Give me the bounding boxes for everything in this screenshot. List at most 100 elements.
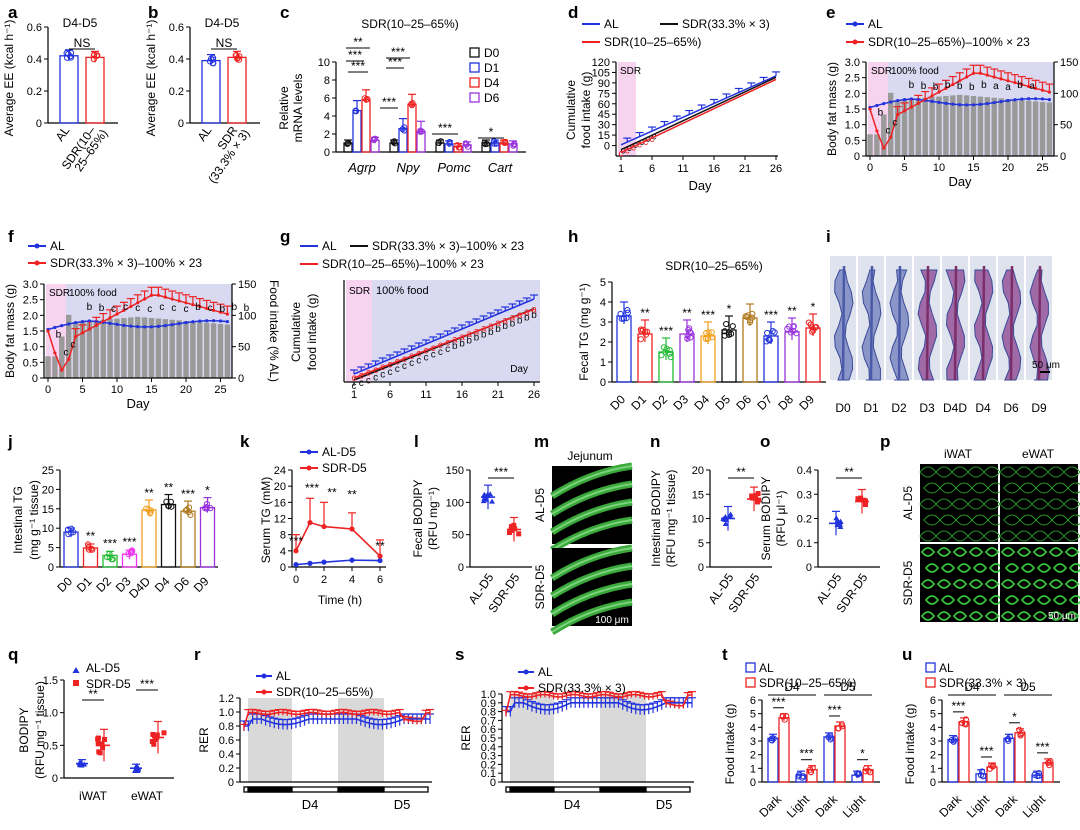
panel-l-dot bbox=[481, 495, 488, 501]
panel-l-ylabel: (RFU mg⁻¹) bbox=[426, 487, 440, 550]
panel-k-sig-label: *** bbox=[289, 534, 303, 548]
panel-g-letter: c bbox=[431, 343, 436, 354]
panel-j-y-tick-label: 5 bbox=[48, 543, 54, 555]
panel-g-letter: b bbox=[517, 315, 523, 326]
panel-j-sig-label: *** bbox=[181, 487, 195, 501]
panel-g-letter: b bbox=[459, 338, 465, 349]
panel-i-villus-core bbox=[841, 265, 846, 381]
panel-e-food-bar bbox=[915, 98, 921, 156]
panel-i-xcat: D6 bbox=[1003, 401, 1019, 415]
panel-j-sig-label: ** bbox=[86, 529, 96, 543]
panel-b-y-tick-label: 0.6 bbox=[169, 22, 184, 34]
panel-r-y-tick-label: 0.2 bbox=[219, 763, 234, 775]
panel-d-letter: c bbox=[625, 146, 630, 157]
panel-u-group-label: D4 bbox=[964, 680, 980, 694]
panel-q-sig-label: *** bbox=[140, 677, 154, 691]
panel-i-xcat: D0 bbox=[835, 401, 851, 415]
panel-q-dot bbox=[149, 738, 155, 744]
panel-h-dot bbox=[642, 331, 650, 338]
panel-e-food-bar bbox=[957, 94, 963, 156]
panel-f-food-bar bbox=[135, 316, 141, 378]
panel-i-xcat: D4 bbox=[975, 401, 991, 415]
panel-j-dot bbox=[182, 507, 189, 514]
panel-r-legend-marker bbox=[261, 689, 267, 695]
panel-c-dot bbox=[371, 136, 378, 143]
panel-k-x-tick-label: 0 bbox=[293, 574, 299, 586]
panel-r-legend-label: SDR(10–25–65%) bbox=[276, 685, 373, 699]
panel-p-cell-membrane bbox=[920, 547, 1004, 621]
panel-j-sig-label: * bbox=[205, 484, 210, 498]
panel-c-dot bbox=[344, 140, 351, 147]
panel-u-dot bbox=[961, 720, 968, 727]
panel-d-legend-label: AL bbox=[604, 17, 619, 31]
panel-h-dot bbox=[624, 306, 631, 314]
panel-t-bar bbox=[778, 717, 790, 783]
panel-k-legend-marker bbox=[306, 465, 312, 471]
panel-f-letter: b bbox=[87, 302, 93, 313]
panel-c-ylabel: Relative bbox=[277, 86, 291, 130]
panel-h-xcat: D6 bbox=[733, 392, 754, 413]
panel-d-y-tick-label: 60 bbox=[598, 99, 610, 111]
panel-h-sig-label: *** bbox=[764, 308, 778, 322]
panel-r-series-line bbox=[243, 711, 431, 728]
panel-l-y-tick-label: 100 bbox=[446, 497, 464, 509]
panel-h-dot bbox=[721, 332, 728, 339]
panel-n-dot bbox=[722, 521, 729, 527]
panel-s-legend-marker bbox=[523, 685, 529, 691]
panel-f-letter: b bbox=[244, 303, 250, 314]
panel-q-dot bbox=[95, 741, 101, 747]
panel-h-dot bbox=[705, 335, 712, 342]
panel-h-dot bbox=[663, 345, 670, 352]
panel-t-dot bbox=[862, 768, 869, 775]
panel-u-dot bbox=[986, 765, 994, 772]
panel-label-a: a bbox=[8, 3, 18, 22]
panel-d-letter: c bbox=[637, 140, 642, 151]
panel-a-ylabel: Average EE (kcal h⁻¹) bbox=[2, 20, 16, 137]
panel-c-bar bbox=[407, 103, 417, 153]
panel-u-dot bbox=[952, 735, 959, 742]
panel-label-j: j bbox=[7, 432, 13, 451]
panel-e-y-tick-label: 3.0 bbox=[845, 57, 860, 69]
panel-j-dot bbox=[147, 507, 155, 514]
panel-a-dot bbox=[68, 49, 75, 57]
panel-f-food-bar bbox=[52, 356, 58, 378]
panel-c-dot bbox=[493, 140, 500, 147]
panel-e-y-tick-label: 2.5 bbox=[845, 73, 860, 85]
panel-h-dot bbox=[765, 336, 772, 343]
panel-j-xcat: D1 bbox=[74, 574, 95, 595]
panel-g-legend-label: AL bbox=[322, 239, 337, 253]
panel-f-y-tick-label: 3.0 bbox=[23, 279, 38, 291]
panel-f-food-bar bbox=[224, 324, 231, 378]
panel-f-y2-tick-label: 100 bbox=[238, 310, 256, 322]
panel-t-ylabel: Food intake (g) bbox=[723, 704, 737, 785]
panel-g-letter: a bbox=[459, 332, 465, 343]
panel-g-letter: c bbox=[416, 348, 421, 359]
panel-s-legend-label: AL bbox=[538, 665, 553, 679]
panel-j-xcat: D9 bbox=[191, 574, 212, 595]
panel-t-dot bbox=[855, 770, 863, 777]
panel-p-col-label: iWAT bbox=[944, 447, 973, 461]
panel-e-letter: b bbox=[909, 80, 915, 91]
panel-p-row-label: SDR-D5 bbox=[901, 560, 915, 605]
panel-c-dot bbox=[399, 126, 406, 133]
panel-u-bar bbox=[1014, 732, 1026, 783]
panel-j-sig-label: *** bbox=[103, 536, 117, 550]
panel-c-dot bbox=[435, 139, 442, 146]
panel-i-villus-core bbox=[925, 265, 930, 381]
panel-h-dot bbox=[667, 354, 674, 361]
panel-g-letter: a bbox=[474, 326, 480, 337]
panel-t-dot bbox=[781, 716, 788, 723]
panel-d-x-tick-label: 16 bbox=[708, 163, 720, 175]
panel-g-letter: c bbox=[380, 362, 385, 373]
panel-e-letter: a bbox=[993, 81, 999, 92]
panel-h-xcat: D1 bbox=[628, 392, 649, 413]
panel-g-x-tick-label: 1 bbox=[351, 389, 357, 401]
panel-s-y-tick-label: 0.6 bbox=[481, 724, 496, 736]
panel-o-dot bbox=[862, 502, 868, 508]
panel-h-y-tick-label: 4 bbox=[600, 297, 606, 309]
panel-k-xlabel: Time (h) bbox=[318, 593, 362, 607]
panel-j-dot bbox=[65, 530, 72, 538]
panel-f-shade-label: 100% food bbox=[69, 288, 117, 299]
panel-e-food-bar bbox=[901, 99, 908, 156]
panel-c-title: SDR(10–25–65%) bbox=[361, 17, 458, 31]
